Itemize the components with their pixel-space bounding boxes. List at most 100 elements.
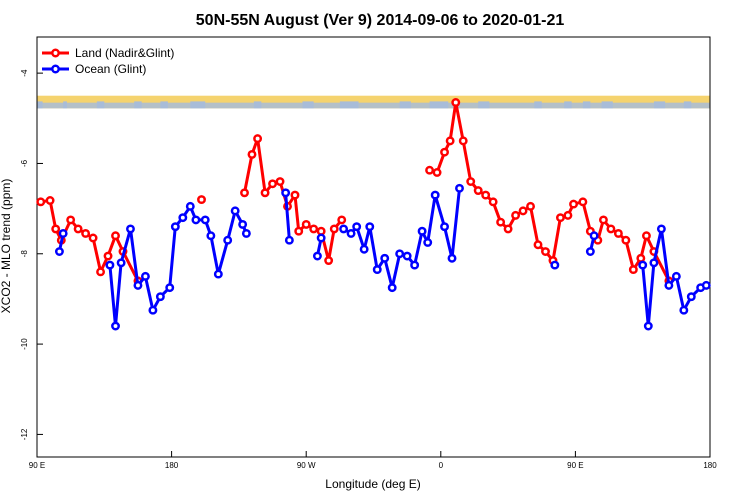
data-point — [329, 224, 339, 234]
data-point — [671, 271, 681, 281]
data-point — [701, 280, 711, 290]
data-point — [238, 219, 248, 229]
x-tick-label: 90 E — [29, 461, 45, 470]
series-ocean — [54, 183, 711, 331]
series-line — [40, 199, 140, 282]
y-tick-label: -4 — [20, 69, 29, 77]
data-point — [589, 231, 599, 241]
data-point — [111, 321, 120, 331]
y-tick-label: -12 — [20, 428, 29, 440]
data-point — [541, 247, 550, 256]
y-axis: -4 -6 -8 -10 -12 — [20, 69, 43, 440]
data-point — [66, 215, 76, 225]
data-point — [346, 229, 356, 238]
series-line — [641, 227, 707, 328]
x-tick-label: 90 E — [567, 461, 583, 470]
series-line — [108, 204, 248, 328]
data-point — [290, 190, 300, 200]
series-line — [284, 192, 291, 241]
data-point — [133, 280, 143, 290]
series-land — [36, 98, 674, 286]
legend: Land (Nadir&Glint) Ocean (Glint) — [42, 46, 174, 76]
data-point — [664, 280, 674, 290]
data-point — [496, 217, 506, 227]
data-point — [247, 149, 257, 159]
data-point — [36, 197, 46, 207]
data-point — [432, 168, 442, 177]
data-point — [301, 219, 311, 229]
data-point — [445, 136, 455, 146]
data-point — [372, 265, 382, 275]
data-point — [359, 244, 369, 254]
data-point — [324, 256, 334, 265]
series-layer — [36, 98, 711, 331]
data-point — [126, 224, 135, 234]
data-point — [197, 195, 206, 205]
data-point — [447, 253, 457, 263]
data-point — [96, 267, 106, 277]
data-point — [578, 197, 588, 207]
data-point — [316, 233, 326, 243]
data-point — [200, 215, 210, 225]
data-point — [213, 269, 223, 279]
data-point — [337, 215, 347, 225]
data-point — [387, 283, 397, 293]
data-point — [585, 247, 595, 256]
data-point — [105, 260, 115, 270]
data-point — [430, 190, 440, 200]
data-point — [511, 210, 521, 220]
data-point — [643, 321, 653, 331]
data-point — [656, 224, 666, 234]
data-point — [73, 224, 83, 234]
data-point — [241, 229, 251, 238]
data-point — [686, 292, 696, 302]
data-point — [606, 224, 616, 234]
data-point — [533, 240, 543, 250]
legend-marker — [51, 64, 60, 74]
data-point — [155, 292, 165, 302]
data-point — [185, 201, 195, 211]
data-point — [550, 260, 560, 270]
y-tick-label: -6 — [20, 159, 29, 167]
data-point — [613, 229, 623, 238]
data-point — [275, 177, 285, 186]
data-point — [473, 186, 483, 195]
x-tick-label: 180 — [703, 461, 717, 470]
x-axis: 90 E 180 90 W 0 90 E 180 — [29, 451, 717, 470]
data-point — [111, 231, 120, 241]
data-point — [103, 251, 113, 261]
data-point — [191, 215, 201, 225]
data-point — [451, 98, 461, 107]
data-point — [679, 305, 689, 315]
data-point — [45, 196, 55, 205]
data-point — [598, 215, 608, 225]
data-point — [481, 190, 491, 200]
data-point — [51, 224, 61, 234]
data-point — [641, 231, 651, 241]
data-point — [488, 197, 498, 207]
data-point — [165, 283, 175, 293]
x-tick-label: 180 — [165, 461, 179, 470]
data-point — [628, 265, 638, 275]
data-point — [649, 258, 659, 268]
data-point — [518, 206, 528, 216]
x-axis-label: Longitude (deg E) — [325, 477, 420, 491]
data-point — [621, 235, 631, 245]
data-point — [178, 213, 188, 223]
data-point — [526, 201, 535, 211]
data-point — [223, 235, 233, 245]
data-point — [425, 165, 435, 175]
data-point — [58, 229, 68, 238]
data-point — [206, 231, 216, 241]
data-point — [294, 226, 304, 236]
data-point — [555, 213, 565, 223]
data-point — [81, 229, 91, 238]
land-ocean-band — [37, 95, 710, 109]
legend-label: Land (Nadir&Glint) — [75, 46, 174, 60]
data-point — [503, 224, 513, 234]
data-point — [410, 260, 420, 270]
chart-title: 50N-55N August (Ver 9) 2014-09-06 to 202… — [196, 12, 565, 29]
data-point — [352, 222, 362, 232]
data-point — [268, 179, 277, 189]
data-point — [140, 271, 150, 281]
